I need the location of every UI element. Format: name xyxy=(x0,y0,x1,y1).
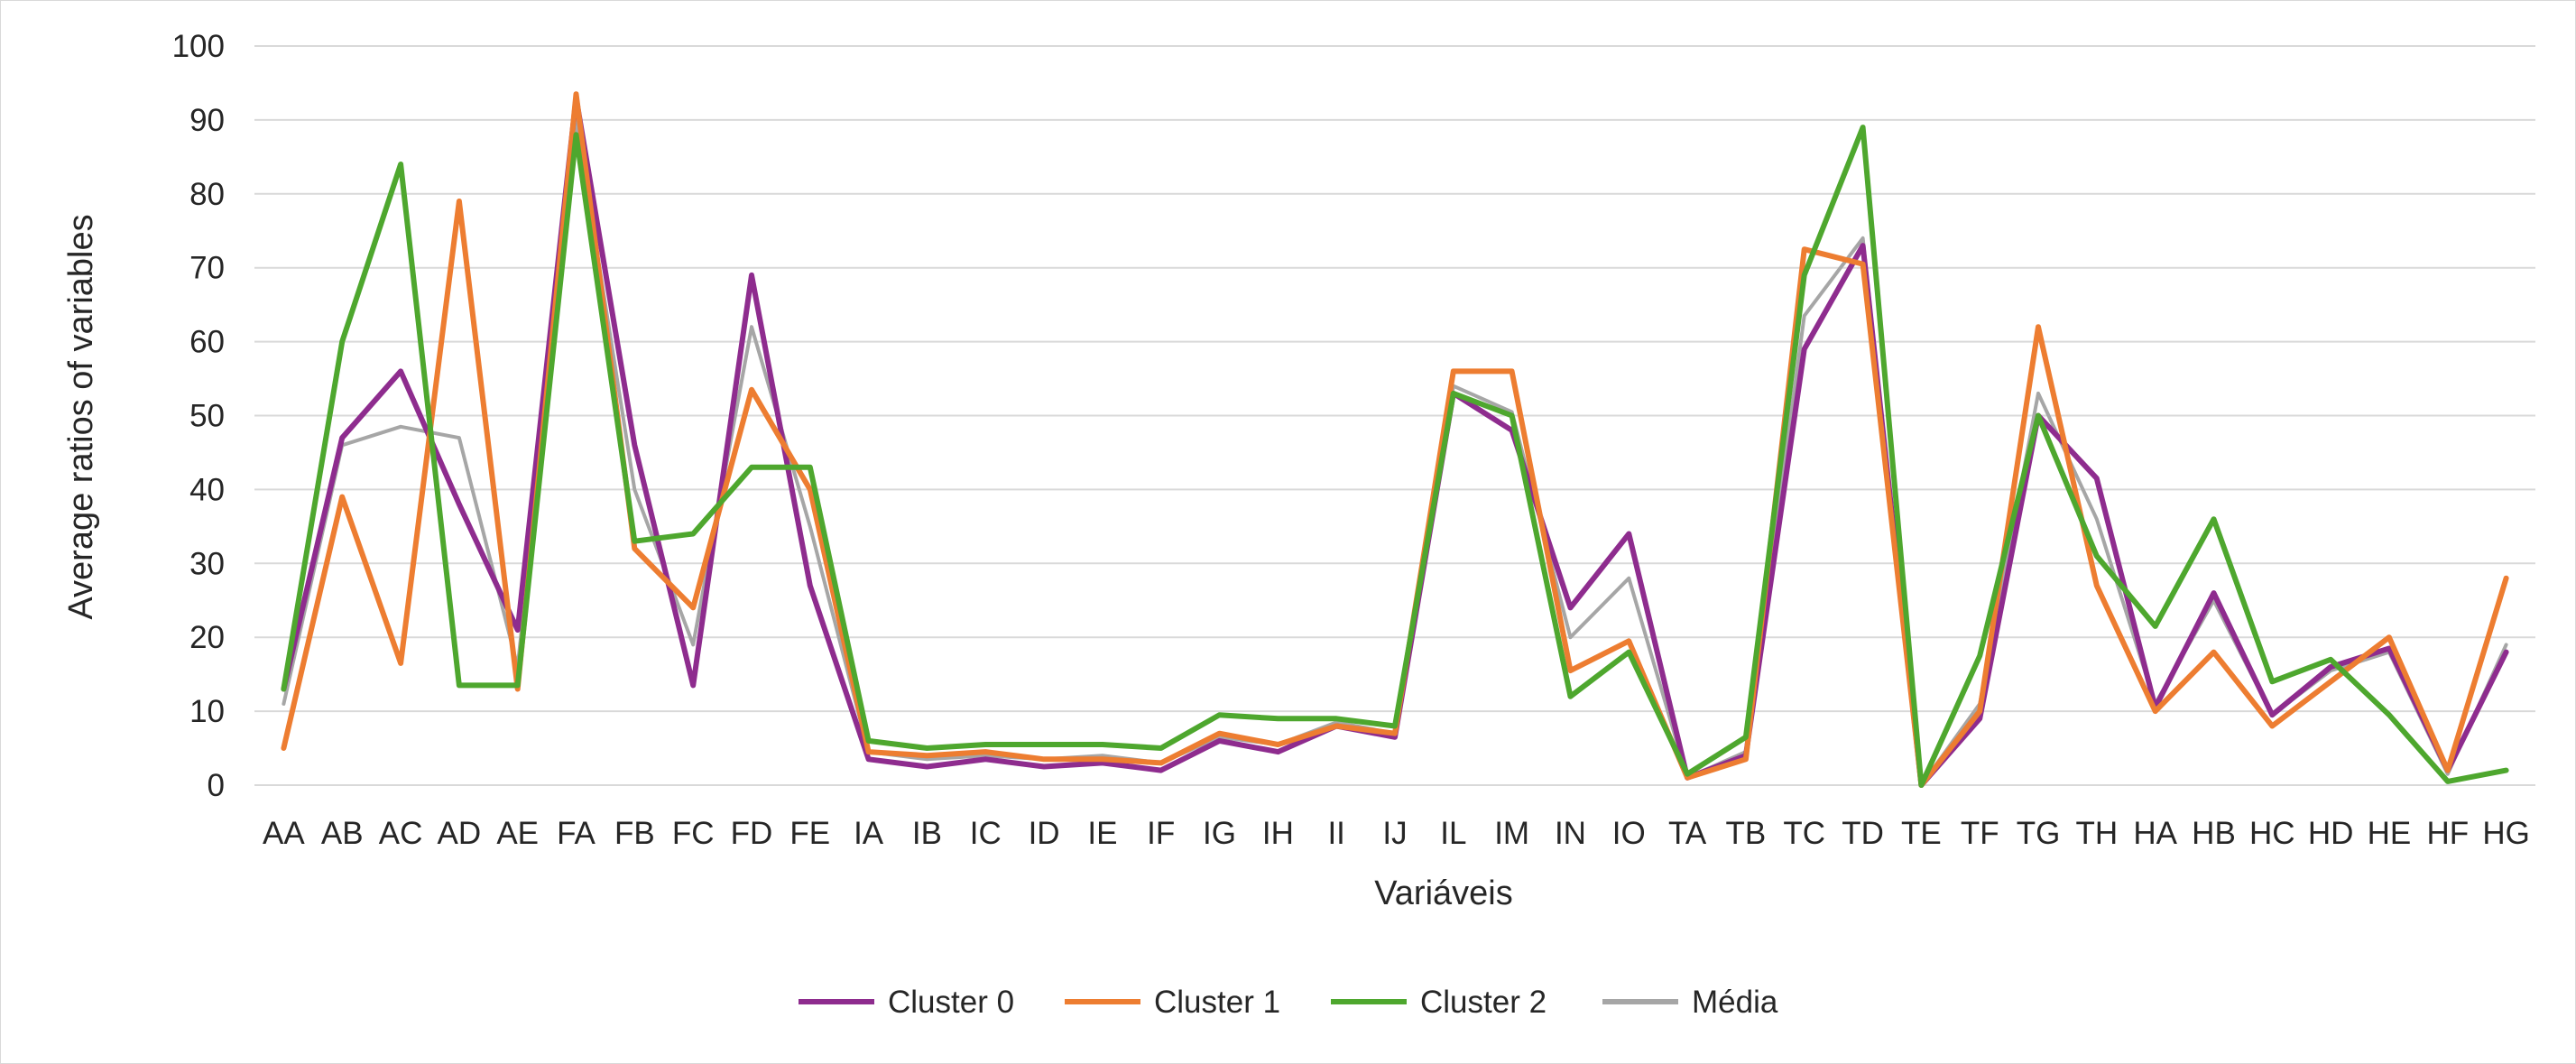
legend-label-cluster-2: Cluster 2 xyxy=(1420,985,1547,1020)
x-tick-label: HC xyxy=(2249,816,2295,851)
x-tick-label: HE xyxy=(2368,816,2412,851)
x-tick-label: TF xyxy=(1961,816,1999,851)
x-tick-label: HB xyxy=(2192,816,2236,851)
y-tick-label: 40 xyxy=(189,472,225,507)
x-tick-label: TG xyxy=(2017,816,2061,851)
x-tick-label: ID xyxy=(1029,816,1060,851)
legend-label-cluster-1: Cluster 1 xyxy=(1154,985,1280,1020)
x-tick-label: IA xyxy=(854,816,884,851)
y-tick-label: 80 xyxy=(189,177,225,212)
y-tick-label: 20 xyxy=(189,620,225,655)
y-axis-title: Average ratios of variables xyxy=(62,214,100,619)
x-tick-label: AE xyxy=(496,816,539,851)
series-line-m-dia xyxy=(282,117,2508,787)
y-tick-label: 90 xyxy=(189,103,225,138)
x-tick-label: IH xyxy=(1262,816,1294,851)
x-tick-label: TD xyxy=(1842,816,1884,851)
x-tick-label: AD xyxy=(438,816,482,851)
x-tick-label: IM xyxy=(1494,816,1529,851)
y-tick-label: 50 xyxy=(189,399,225,434)
x-tick-label: TE xyxy=(1901,816,1942,851)
x-tick-label: FA xyxy=(557,816,596,851)
x-tick-label: TH xyxy=(2076,816,2119,851)
x-axis-title: Variáveis xyxy=(1374,874,1512,912)
x-tick-label: HD xyxy=(2308,816,2354,851)
legend-label-m-dia: Média xyxy=(1692,985,1778,1020)
x-tick-label: AB xyxy=(321,816,364,851)
x-tick-label: IO xyxy=(1612,816,1646,851)
series-lines xyxy=(281,91,2509,788)
y-tick-label: 70 xyxy=(189,251,225,286)
x-tick-label: IJ xyxy=(1382,816,1407,851)
x-tick-label: TB xyxy=(1726,816,1767,851)
y-tick-label: 0 xyxy=(208,768,225,803)
x-tick-label: FB xyxy=(614,816,655,851)
y-tick-label: 100 xyxy=(172,29,225,64)
x-tick-label: IF xyxy=(1147,816,1175,851)
x-tick-label: IN xyxy=(1555,816,1586,851)
y-tick-label: 10 xyxy=(189,694,225,729)
x-tick-label: II xyxy=(1327,816,1344,851)
y-tick-label: 30 xyxy=(189,546,225,581)
x-tick-label: IB xyxy=(912,816,942,851)
x-tick-label: AA xyxy=(263,816,305,851)
x-tick-label: TC xyxy=(1783,816,1825,851)
x-tick-label: IE xyxy=(1087,816,1117,851)
legend: Cluster 0 Cluster 1 Cluster 2 Média xyxy=(799,985,1778,1020)
y-axis-ticks: 0 10 20 30 40 50 60 70 80 90 100 xyxy=(172,29,225,803)
x-tick-label: TA xyxy=(1668,816,1707,851)
x-tick-label: FD xyxy=(731,816,773,851)
x-tick-label: AC xyxy=(379,816,423,851)
x-tick-label: IL xyxy=(1440,816,1466,851)
x-tick-label: IC xyxy=(970,816,1002,851)
series-line-cluster-2 xyxy=(281,125,2509,788)
series-line-cluster-0 xyxy=(281,95,2509,788)
x-tick-label: FC xyxy=(672,816,715,851)
x-tick-label: HA xyxy=(2133,816,2177,851)
x-tick-label: FE xyxy=(789,816,830,851)
x-tick-label: HG xyxy=(2482,816,2530,851)
x-axis-ticks: AA AB AC AD AE FA FB FC FD FE IA IB IC ID IE IF IG IH II IJ… xyxy=(263,816,2530,851)
x-tick-label: HF xyxy=(2426,816,2469,851)
legend-label-cluster-0: Cluster 0 xyxy=(888,985,1014,1020)
x-tick-label: IG xyxy=(1203,816,1236,851)
series-line-cluster-1 xyxy=(281,91,2509,788)
gridlines xyxy=(254,45,2535,786)
y-tick-label: 60 xyxy=(189,325,225,360)
